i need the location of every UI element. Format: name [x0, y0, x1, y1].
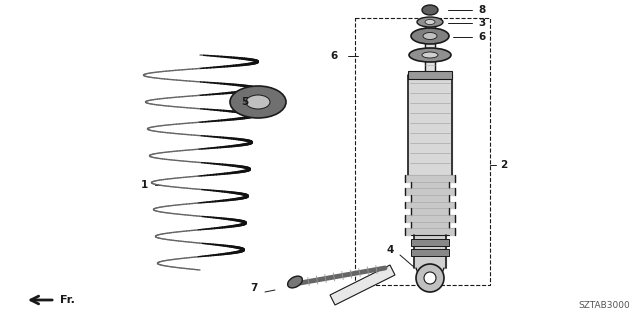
Ellipse shape — [409, 48, 451, 62]
Text: SZTAB3000: SZTAB3000 — [579, 301, 630, 310]
Text: 4: 4 — [387, 245, 394, 255]
Text: 1: 1 — [141, 180, 148, 190]
Bar — [411, 239, 449, 246]
Circle shape — [416, 264, 444, 292]
Text: 7: 7 — [251, 283, 258, 293]
Ellipse shape — [425, 20, 435, 25]
Ellipse shape — [287, 276, 302, 288]
Text: 8: 8 — [478, 5, 485, 15]
Bar — [408, 71, 452, 79]
Text: 6: 6 — [331, 51, 338, 61]
Ellipse shape — [230, 86, 286, 118]
Ellipse shape — [417, 17, 443, 27]
Ellipse shape — [411, 28, 449, 44]
Circle shape — [424, 272, 436, 284]
Polygon shape — [330, 265, 395, 305]
Bar — [355, 18, 490, 285]
Ellipse shape — [423, 33, 437, 39]
Text: 3: 3 — [478, 18, 485, 28]
Ellipse shape — [422, 52, 438, 58]
Text: Fr.: Fr. — [60, 295, 75, 305]
Text: 6: 6 — [478, 32, 485, 42]
Text: 5: 5 — [241, 97, 248, 107]
Ellipse shape — [422, 5, 438, 15]
Ellipse shape — [246, 95, 270, 109]
Bar — [411, 249, 449, 256]
Text: 2: 2 — [500, 160, 508, 170]
